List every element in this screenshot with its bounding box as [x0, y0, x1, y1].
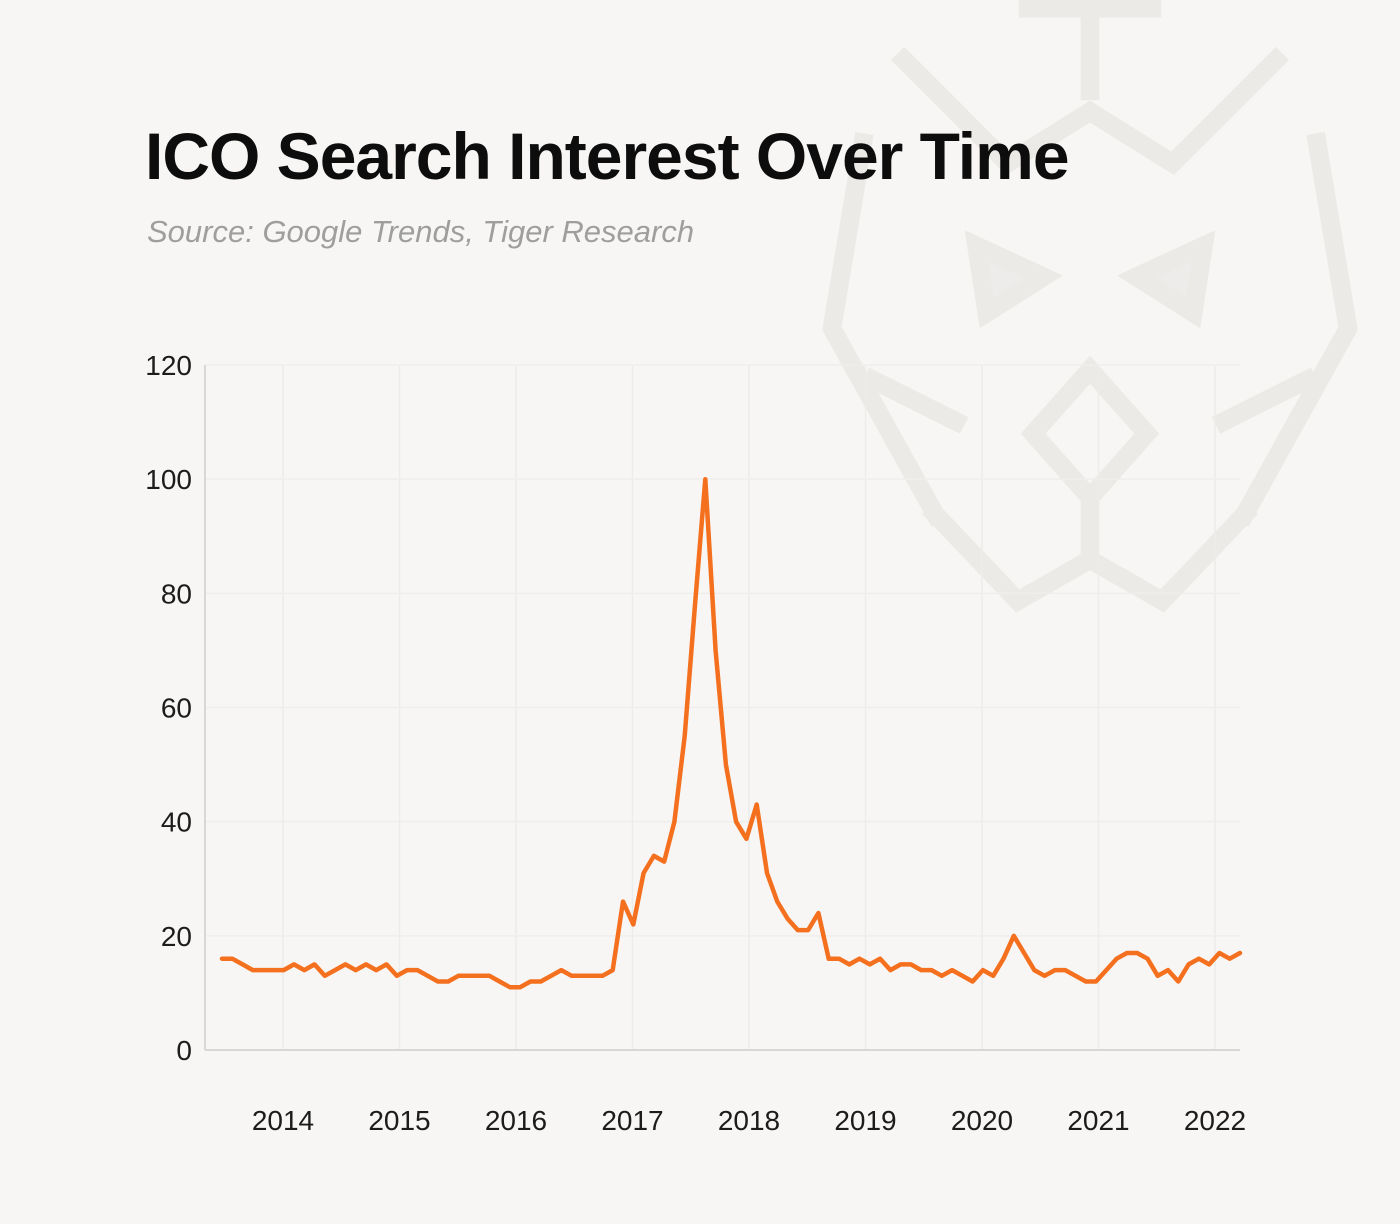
source-caption: Source: Google Trends, Tiger Research — [147, 214, 695, 249]
x-tick-label: 2022 — [1184, 1105, 1246, 1136]
x-tick-label: 2018 — [718, 1105, 780, 1136]
ico-interest-series-line — [219, 476, 1243, 990]
y-tick-label: 80 — [161, 578, 192, 609]
y-tick-label: 0 — [176, 1035, 192, 1066]
y-tick-label: 40 — [161, 807, 192, 838]
x-tick-label: 2019 — [834, 1105, 896, 1136]
page-title: ICO Search Interest Over Time — [145, 119, 1070, 193]
x-tick-label: 2020 — [951, 1105, 1013, 1136]
y-tick-label: 100 — [145, 464, 192, 495]
chart-header: ICO Search Interest Over Time Source: Go… — [145, 118, 1070, 250]
x-tick-label: 2021 — [1067, 1105, 1129, 1136]
x-tick-label: 2017 — [601, 1105, 663, 1136]
x-tick-label: 2014 — [252, 1105, 314, 1136]
x-tick-label: 2016 — [485, 1105, 547, 1136]
y-tick-label: 120 — [145, 350, 192, 381]
y-tick-label: 60 — [161, 693, 192, 724]
x-tick-label: 2015 — [368, 1105, 430, 1136]
y-tick-label: 20 — [161, 921, 192, 952]
